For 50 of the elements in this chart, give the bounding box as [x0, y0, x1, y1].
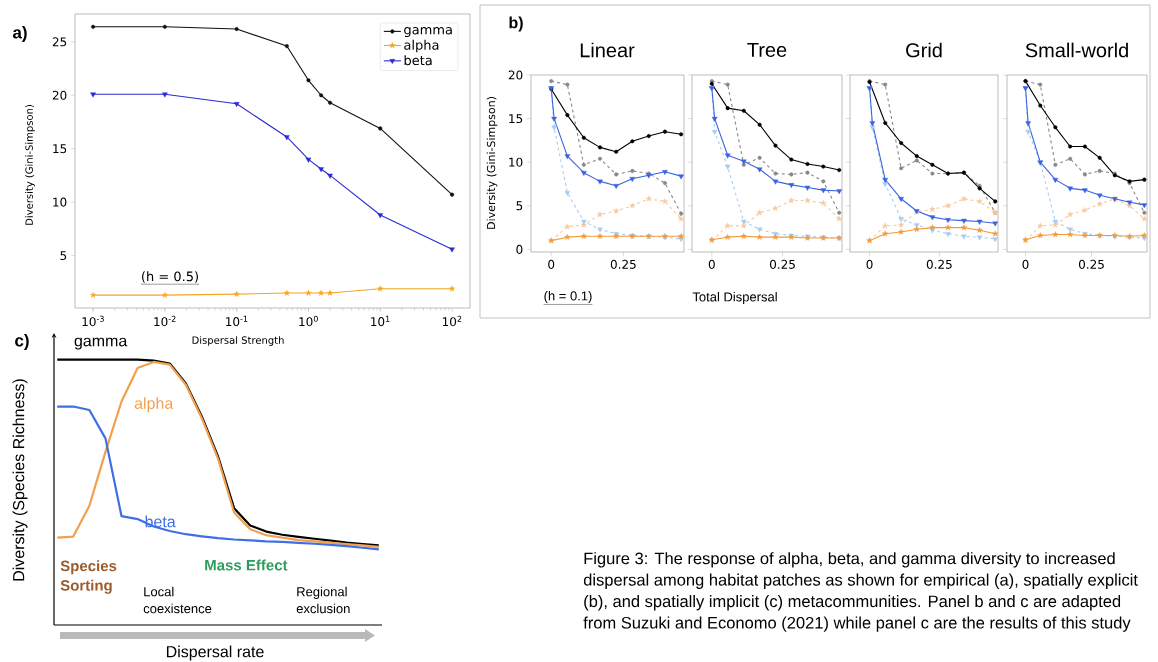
caption: Figure 3: The response of alpha, beta, and gamma diversity to increased dispersal among habitat patches as shown for empirical (a), spatially explicit (b), and spatially implicit (c) metacommunities. Panel b and c are adapted from Suzuki and Economo (2021) while panel c are the results of this study	[583, 552, 1138, 632]
series-label: alpha	[134, 397, 174, 413]
chart-title: Grid	[906, 42, 942, 58]
text: b)	[509, 16, 523, 32]
y-tick-label: 20	[508, 70, 523, 80]
x-tick-label: 0.25	[610, 259, 636, 269]
y-tick-label: 0	[516, 244, 523, 254]
x-axis-title: Dispersal rate	[166, 645, 264, 661]
x-tick-label: 10$^{2}$	[442, 315, 462, 327]
chart-title: Tree	[747, 43, 787, 57]
text: a)	[12, 26, 27, 42]
chart-title: Small-world	[1025, 42, 1128, 58]
x-axis-title: Total Dispersal	[692, 291, 777, 305]
x-tick-label: 10$^{0}$	[299, 315, 318, 327]
annotation: Mass Effect	[205, 559, 288, 571]
y-tick-label: 25	[52, 37, 67, 47]
y-tick-label: 5	[516, 201, 523, 211]
x-tick-label: 0.25	[1078, 259, 1104, 269]
x-axis-title: Dispersal Strength	[192, 336, 284, 346]
text: (h = 0.1)	[544, 290, 592, 304]
chart-title: Linear	[580, 42, 635, 58]
legend-label: beta	[404, 55, 432, 66]
y-tick-label: 10	[509, 157, 523, 167]
legend-label: alpha	[404, 39, 439, 53]
annotation: Species Sorting	[60, 560, 117, 594]
x-tick-label: 0	[866, 259, 873, 269]
y-tick-label: 15	[509, 114, 523, 124]
x-tick-label: 0	[1022, 259, 1029, 269]
y-axis-title: Diversity (Species Richness)	[12, 379, 28, 581]
x-tick-label: 0.25	[926, 259, 952, 269]
annotation: Local coexistence	[143, 586, 212, 614]
x-tick-label: 10$^{-2}$	[154, 315, 176, 327]
x-tick-label: 10$^{-1}$	[226, 315, 248, 327]
legend-label: gamma	[74, 337, 128, 350]
x-tick-label: 0.25	[770, 259, 795, 269]
y-tick-label: 20	[52, 90, 67, 100]
y-axis-title: Diversity (Gini-Simpson)	[25, 105, 35, 225]
y-tick-label: 5	[60, 251, 67, 261]
y-tick-label: 15	[53, 144, 67, 154]
annotation: Regional exclusion	[296, 586, 350, 614]
x-tick-label: 10$^{-3}$	[82, 315, 104, 327]
annotation: (h = 0.5)	[142, 271, 198, 283]
chart-title: c)	[15, 334, 29, 350]
x-tick-label: 10$^{1}$	[371, 315, 390, 327]
y-axis-title: Diversity (Gini-Simpson)	[486, 97, 498, 229]
legend-label: gamma	[404, 27, 452, 37]
x-tick-label: 0	[548, 259, 555, 269]
x-tick-label: 0	[708, 259, 715, 269]
y-tick-label: 10	[53, 197, 67, 207]
series-label: beta	[145, 515, 176, 528]
